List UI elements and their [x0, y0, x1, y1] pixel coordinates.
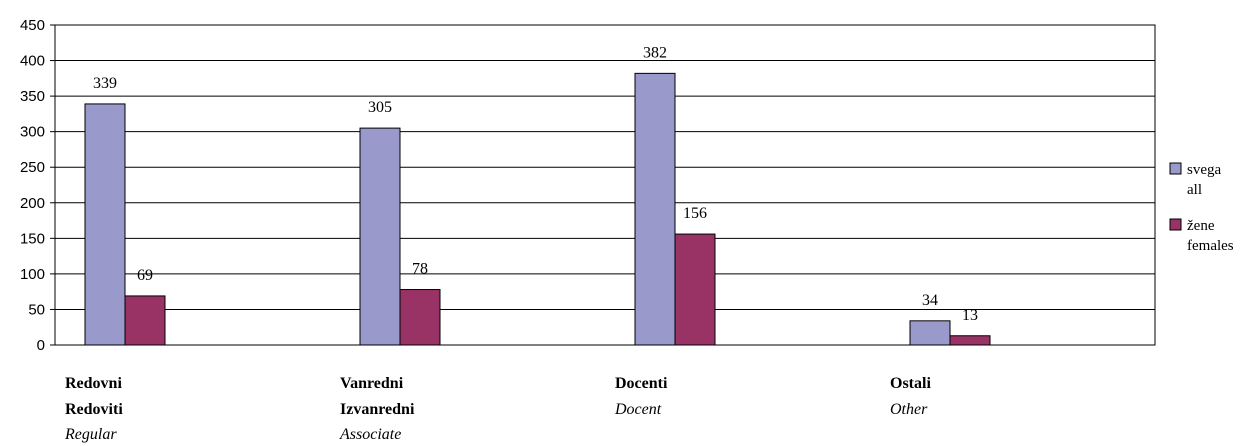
legend-label-line1: svega: [1187, 162, 1221, 178]
y-tick-label: 50: [28, 301, 45, 318]
legend-swatch: [1169, 162, 1182, 175]
y-tick-label: 0: [37, 337, 45, 354]
y-tick-label: 200: [20, 195, 45, 212]
data-label: 78: [412, 261, 428, 278]
bar-females: [674, 233, 716, 346]
category-label-line3: Associate: [339, 426, 401, 443]
legend-label-line2: females: [1187, 238, 1234, 254]
legend-swatch: [1169, 218, 1182, 231]
bars: [84, 72, 991, 346]
category-label-line2: Other: [890, 401, 928, 418]
category-label-line1: Docenti: [615, 375, 668, 392]
category-label-line2: Docent: [614, 401, 662, 418]
x-axis-categories: Redovni Redoviti Regular Vanredni Izvanredni…: [64, 375, 931, 443]
bar-females: [949, 335, 991, 346]
legend-label-line1: žene: [1187, 218, 1215, 234]
y-tick-label: 150: [20, 230, 45, 247]
data-label: 69: [137, 267, 153, 284]
data-labels: 339 69 305 78 382 156 34 13: [93, 44, 978, 323]
y-tick-label: 450: [20, 17, 45, 34]
legend-label-line2: all: [1187, 182, 1202, 198]
data-label: 13: [962, 307, 978, 324]
y-tick-label: 250: [20, 159, 45, 176]
y-tick-label: 400: [20, 53, 45, 70]
category-label-line2: Izvanredni: [340, 401, 415, 418]
bar-females: [399, 289, 441, 346]
category-label-line2: Redoviti: [65, 401, 123, 418]
y-tick-label: 100: [20, 266, 45, 283]
y-tick-label: 350: [20, 88, 45, 105]
bar-all: [359, 127, 401, 346]
data-label: 382: [643, 44, 667, 61]
data-label: 156: [683, 205, 707, 222]
data-label: 339: [93, 75, 117, 92]
y-axis-ticks: 0 50 100 150 200 250 300 350 400 450: [20, 17, 55, 354]
bar-females: [124, 295, 166, 346]
gridlines: [55, 60, 1155, 310]
plot-area-border: [54, 24, 1156, 346]
category-label-line1: Vanredni: [340, 375, 404, 392]
data-label: 305: [368, 99, 392, 116]
y-tick-label: 300: [20, 124, 45, 141]
data-label: 34: [922, 292, 938, 309]
legend: svega all žene females: [1169, 162, 1234, 254]
bar-all: [909, 320, 951, 346]
bar-all: [84, 103, 126, 346]
category-label-line1: Redovni: [65, 375, 122, 392]
category-label-line3: Regular: [64, 426, 117, 443]
category-label-line1: Ostali: [890, 375, 931, 392]
bar-all: [634, 72, 676, 346]
